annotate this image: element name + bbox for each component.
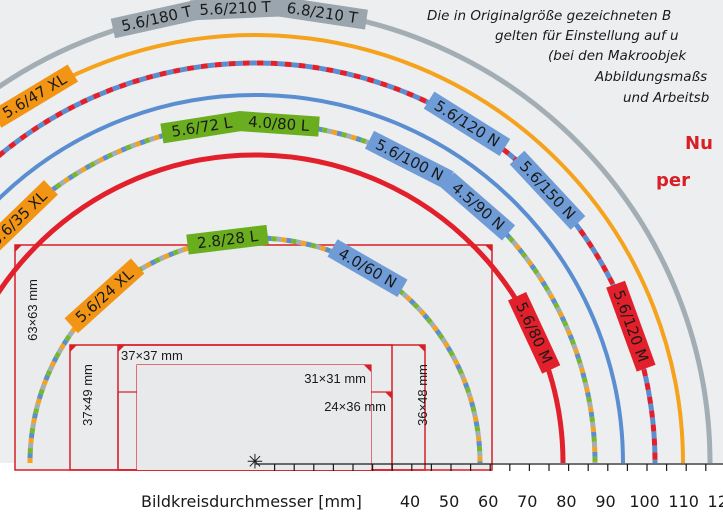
format-label-24x36: 24×36 mm [324,399,386,414]
axis-tick-labels: 40 50 60 70 80 90 100 110 120 [400,492,723,511]
diameter-axis: ✳ Bildkreisdurchmesser [mm] 40 50 60 70 80 90… [141,450,723,511]
axis-title: Bildkreisdurchmesser [mm] [141,492,362,511]
format-label-63x63: 63×63 mm [25,279,40,341]
format-corner-marker [364,365,371,372]
format-rectangles [14,244,493,471]
lens-label-background [606,280,656,372]
axis-tick-label: 50 [439,492,459,511]
lens-label-background [237,111,320,137]
note-line-1: Die in Originalgröße gezeichneten B [427,8,672,24]
axis-ticks [274,464,707,471]
axis-tick-label: 90 [595,492,615,511]
headline-line-2: per [656,170,690,191]
circle-35xl-mixed-seg [0,120,598,464]
lens-label: 4.0/80 L [237,111,320,137]
axis-tick-label: 120 [708,492,723,511]
lens-label-background [327,239,408,298]
lens-label-background [110,0,203,39]
note-line-5: und Arbeitsb [623,90,710,106]
lens-label-background [423,91,511,156]
circle-120n [0,93,625,464]
axis-tick-label: 100 [629,492,660,511]
format-corner-marker [70,345,77,352]
lens-label-background [186,224,269,255]
lens-label-text: 5.6/210 T [199,0,272,19]
axis-tick-label: 60 [478,492,498,511]
note-line-2: gelten für Einstellung auf u [495,28,679,44]
circle-120n-150n-seg [0,60,658,464]
lens-label-background [441,172,516,241]
axis-tick-label: 40 [400,492,420,511]
format-corner-marker [15,245,22,252]
format-label-31x31: 31×31 mm [304,371,366,386]
lens-label-background [190,0,281,21]
note-line-4: Abbildungsmaßs [595,69,708,85]
lens-label-background [64,258,145,334]
headline-line-1: Nu [685,133,713,154]
format-labels: 63×63 mm 37×49 mm 37×37 mm 31×31 mm 24×3… [25,279,430,426]
circle-24xl-mixed-seg [27,235,483,464]
lens-label-background [508,291,561,374]
circle-120n-150n-seg [0,60,658,464]
format-label-37x49: 37×49 mm [80,364,95,426]
lens-label-text: 4.0/80 L [248,113,311,135]
format-label-36x48: 36×48 mm [415,364,430,426]
lens-label-background [509,150,586,230]
axis-center-symbol: ✳ [247,450,264,474]
format-inner-panel [137,365,371,470]
lens-label-background [276,0,368,30]
axis-tick-label: 80 [556,492,576,511]
format-corner-marker [385,392,392,399]
circle-47xl [0,33,685,464]
lens-label-background [160,110,244,144]
lens-label: 5.6/210 T [190,0,281,21]
note-line-3: (bei den Makroobjek [548,48,687,64]
circle-24xl-mixed-seg [27,235,483,464]
lens-label-background [364,130,454,190]
format-corner-marker [418,345,425,352]
format-label-37x37: 37×37 mm [121,348,183,363]
lens-label-background [0,180,58,257]
format-corner-marker [118,345,125,352]
axis-tick-label: 110 [668,492,699,511]
format-corner-marker [485,245,492,252]
axis-tick-label: 70 [517,492,537,511]
lens-label-background [0,64,79,128]
